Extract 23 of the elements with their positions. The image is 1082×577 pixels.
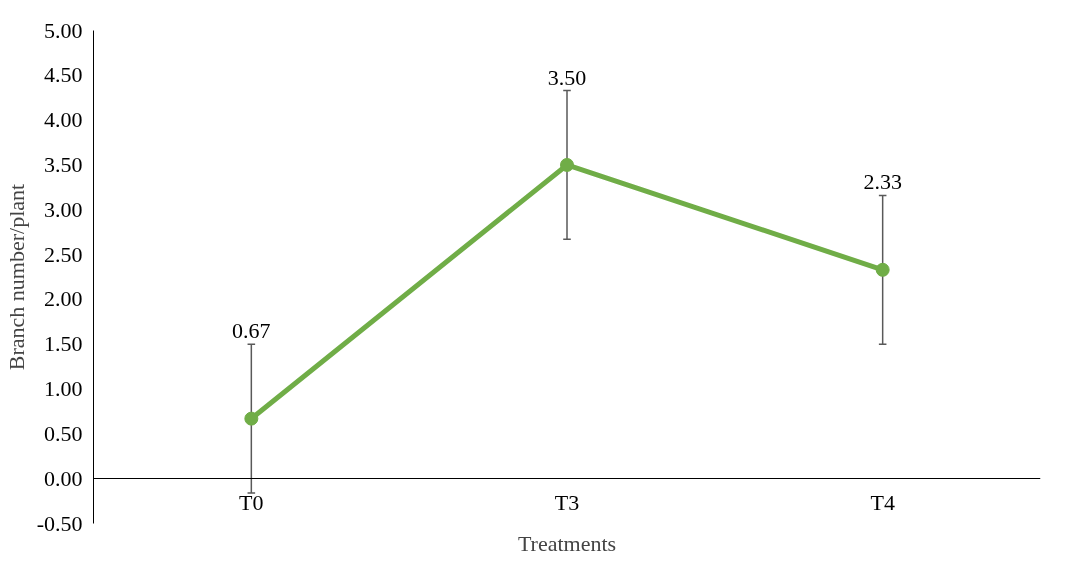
y-tick-label: 2.50 [44,241,83,267]
y-tick-label: 0.50 [44,420,83,446]
y-tick-label: 0.00 [44,465,83,491]
point [560,157,574,172]
y-tick-label: 3.50 [44,151,83,177]
y-tick-label: 5.00 [44,17,83,43]
x-tick-label: T0 [239,489,264,515]
x-tick-label: T4 [870,489,895,515]
x-axis-title: Treatments [517,530,617,556]
y-tick-label: -0.50 [36,510,83,536]
point [875,262,890,277]
point [244,411,259,426]
data-label: 0.67 [232,318,271,344]
x-tick-label: T3 [554,489,580,515]
data-label: 2.33 [863,169,902,195]
y-tick-label: 4.00 [44,107,83,133]
y-tick-label: 3.00 [44,196,83,222]
y-tick-label: 2.00 [44,286,83,312]
data-label: 3.50 [547,64,587,90]
y-tick-label: 1.50 [44,331,83,357]
y-axis-title: Branch number/plant [3,183,29,371]
y-tick-label: 1.00 [44,376,83,402]
y-tick-label: 4.50 [44,62,83,88]
